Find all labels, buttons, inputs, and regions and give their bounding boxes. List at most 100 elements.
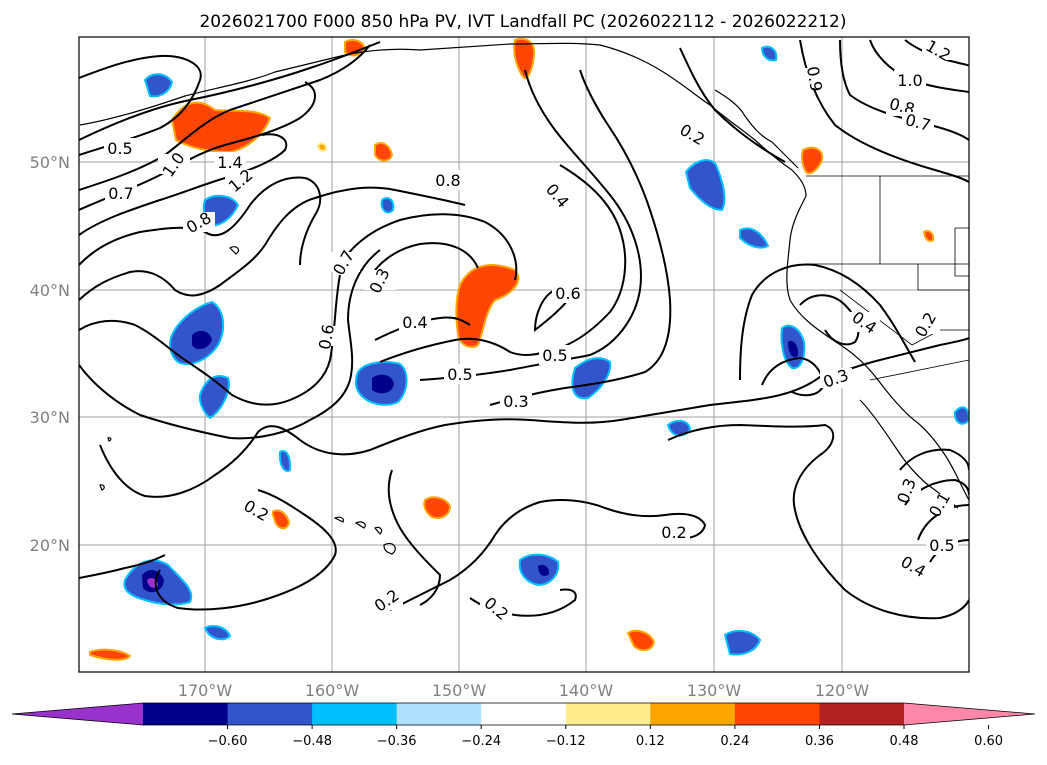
contour-line: [389, 499, 707, 611]
colorbar-extend-min: [12, 703, 143, 725]
pv-positive-patch: [626, 629, 656, 652]
contour-label: 0.5: [447, 365, 472, 384]
colorbar-tick-label: −0.36: [377, 734, 417, 749]
hawaii-islands: [333, 516, 396, 555]
contour-line: [899, 448, 969, 471]
pv-positive-patch: [922, 230, 935, 243]
contour-label: 0.9: [803, 65, 826, 93]
pv-positive-patch: [513, 37, 536, 80]
contour-line: [387, 469, 442, 606]
pv-positive-patch: [316, 142, 328, 152]
contour-line: [79, 186, 466, 301]
pv-negative-patch: [203, 625, 232, 641]
coastline-path: [79, 42, 969, 501]
colorbar-tick-label: −0.60: [208, 734, 248, 749]
pv-positive-patch: [270, 509, 291, 530]
pv-negative-patch: [953, 406, 969, 425]
small-islands: [99, 246, 240, 491]
contour-line: [79, 554, 166, 579]
lon-label-140w: 140°W: [559, 681, 614, 700]
colorbar-tick-label: −0.24: [461, 734, 501, 749]
pv-negative-patch: [723, 629, 762, 656]
lon-label-130w: 130°W: [687, 681, 742, 700]
colorbar-tick-label: 0.36: [805, 734, 834, 749]
contour-line: [79, 249, 381, 440]
pv-positive-patch: [374, 142, 394, 162]
colorbar-tick-label: −0.12: [546, 734, 586, 749]
contour-line: [489, 69, 672, 406]
pv-negative-patch: [380, 197, 395, 214]
contour-label: 0.5: [929, 536, 954, 555]
pv-negative-patch: [684, 159, 726, 212]
contour-label: 0.5: [107, 139, 132, 158]
colorbar-bin: [143, 703, 229, 725]
contour-line: [374, 316, 471, 341]
contour-label: 0.4: [402, 313, 427, 332]
pv-negative-patch: [760, 45, 778, 62]
map-frame: [78, 36, 970, 673]
pv-positive-patch: [801, 146, 824, 175]
contour-line: [917, 504, 969, 541]
contour-line: [739, 263, 916, 381]
contour-line: [79, 41, 381, 141]
contour-label: 0.6: [315, 323, 338, 351]
colorbar: −0.60 −0.48 −0.36 −0.24 −0.12 0.12 0.24 0.36 0.4…: [11, 702, 1036, 749]
colorbar-bin: [734, 703, 820, 725]
contour-labels: 0.5 0.7 1.0 1.4 1.2 0.8 0.8 0.7 0.6 0.3 …: [104, 36, 958, 624]
contour-label: 1.0: [897, 71, 922, 90]
pv-positive-patch: [455, 264, 520, 348]
colorbar-tick-label: 0.48: [890, 734, 919, 749]
state-border: [954, 227, 969, 277]
contour-line: [339, 213, 518, 281]
contour-line: [79, 44, 371, 191]
figure-title: 2026021700 F000 850 hPa PV, IVT Landfall…: [199, 12, 846, 32]
contour-label: 0.7: [108, 184, 133, 203]
lon-label-170w: 170°W: [178, 681, 233, 700]
colorbar-extend-max: [904, 703, 1035, 725]
coastlines: [79, 42, 969, 555]
colorbar-tick-label: 0.60: [974, 734, 1003, 749]
pv-negative-core: [372, 374, 394, 394]
contour-label: 1.4: [217, 153, 242, 172]
colorbar-bin: [819, 703, 905, 725]
border-us-mexico: [869, 359, 969, 381]
lat-label-50n: 50°N: [30, 153, 70, 172]
longitude-labels: 170°W 160°W 150°W 140°W 130°W 120°W: [178, 681, 870, 700]
contour-label: 0.5: [542, 346, 567, 365]
colorbar-bin: [650, 703, 736, 725]
pv-negative-core: [538, 564, 550, 576]
colorbar-outline: [11, 702, 1036, 726]
latitude-labels: 50°N 40°N 30°N 20°N: [30, 153, 70, 555]
colorbar-bin: [565, 703, 651, 725]
colorbar-bin: [312, 703, 398, 725]
pv-negative-patch: [143, 73, 174, 98]
state-border: [917, 264, 969, 291]
colorbar-bin: [396, 703, 482, 725]
pv-negative-patch: [278, 450, 292, 472]
contour-line: [154, 489, 337, 611]
colorbar-tick-label: −0.48: [292, 734, 332, 749]
contour-label: 0.2: [661, 523, 686, 542]
contour-line: [99, 371, 827, 498]
contour-line: [904, 39, 969, 67]
pv-positive-patch: [89, 648, 132, 661]
contour-line: [419, 69, 642, 381]
lon-label-160w: 160°W: [305, 681, 360, 700]
pv-negative-patch: [666, 419, 692, 437]
pv-negative-core: [788, 340, 799, 358]
contour-line: [667, 423, 969, 620]
contour-line: [79, 274, 341, 406]
lat-label-20n: 20°N: [30, 536, 70, 555]
contour-label: 0.3: [503, 392, 528, 411]
contour-line: [761, 356, 824, 397]
colorbar-bin: [227, 703, 313, 725]
lat-label-30n: 30°N: [30, 408, 70, 427]
lon-label-120w: 120°W: [815, 681, 870, 700]
lon-label-150w: 150°W: [432, 681, 487, 700]
lat-label-40n: 40°N: [30, 281, 70, 300]
contour-line: [79, 176, 322, 266]
pv-negative-core: [192, 330, 212, 350]
colorbar-bin: [481, 703, 567, 725]
contour-label: 0.8: [435, 171, 460, 190]
